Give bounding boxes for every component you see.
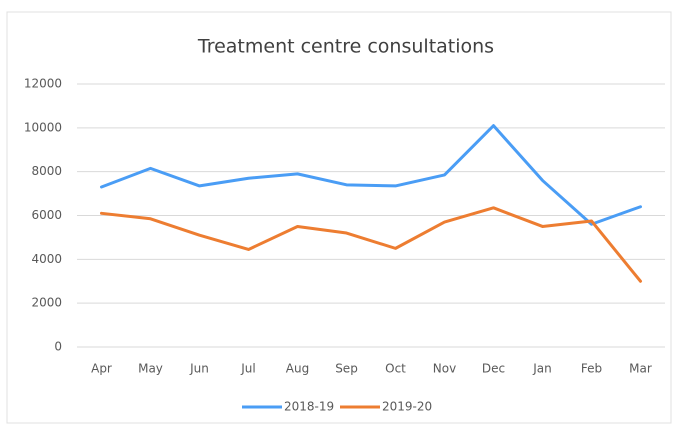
y-tick-label: 12000 [24, 77, 62, 91]
x-tick-label: Nov [433, 362, 456, 376]
y-tick-label: 6000 [31, 208, 62, 222]
x-tick-label: Aug [286, 362, 309, 376]
legend-label: 2018-19 [284, 400, 334, 414]
x-tick-label: Jun [189, 362, 209, 376]
y-tick-label: 8000 [31, 164, 62, 178]
x-tick-label: Dec [482, 362, 505, 376]
x-tick-label: Apr [91, 362, 112, 376]
x-tick-label: Jul [240, 362, 255, 376]
line-series [100, 124, 642, 226]
legend-label: 2019-20 [382, 400, 432, 414]
x-tick-label: Mar [629, 362, 652, 376]
chart-title: Treatment centre consultations [197, 36, 494, 58]
x-tick-label: May [138, 362, 163, 376]
y-tick-label: 4000 [31, 252, 62, 266]
chart-frame [6, 11, 672, 424]
y-tick-label: 10000 [24, 120, 62, 134]
line-series [100, 206, 642, 283]
x-tick-label: Oct [385, 362, 406, 376]
x-tick-label: Jan [532, 362, 552, 376]
x-tick-label: Sep [335, 362, 358, 376]
x-tick-label: Feb [581, 362, 602, 376]
y-tick-label: 2000 [31, 296, 62, 310]
y-tick-label: 0 [54, 340, 62, 354]
